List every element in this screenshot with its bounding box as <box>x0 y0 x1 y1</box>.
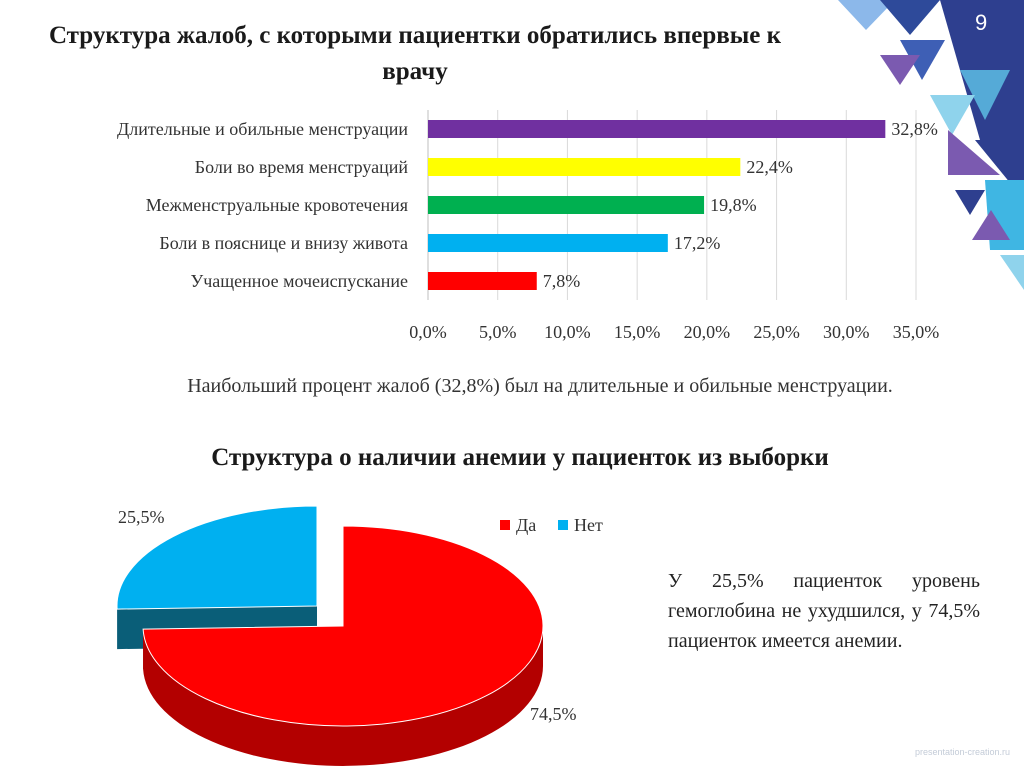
bar <box>428 196 705 214</box>
pie-slice-side <box>143 626 543 766</box>
legend-label: Да <box>516 515 536 535</box>
bar-value-label: 22,4% <box>746 157 793 177</box>
category-label: Учащенное мочеиспускание <box>190 271 408 291</box>
category-label: Межменструальные кровотечения <box>146 195 408 215</box>
deco-triangle <box>900 40 945 80</box>
bar <box>428 272 537 290</box>
anemia-note: У 25,5% пациенток уровень гемоглобина не… <box>668 570 980 652</box>
deco-triangle <box>955 190 985 215</box>
deco-triangle <box>960 70 1010 120</box>
x-tick-label: 10,0% <box>544 322 591 342</box>
bar <box>428 158 741 176</box>
decorative-triangles <box>838 0 1024 290</box>
slide-number: 9 <box>975 10 988 35</box>
legend-swatch <box>558 520 568 530</box>
pie-value-label: 25,5% <box>118 507 165 527</box>
bar-value-label: 19,8% <box>710 195 757 215</box>
complaints-note: Наибольший процент жалоб (32,8%) был на … <box>187 375 893 397</box>
bar <box>428 120 886 138</box>
deco-triangle <box>880 55 920 85</box>
bar-value-label: 17,2% <box>674 233 721 253</box>
pie-chart-title: Структура о наличии анемии у пациенток и… <box>211 444 829 471</box>
bar-value-label: 7,8% <box>543 271 581 291</box>
x-tick-label: 35,0% <box>893 322 940 342</box>
bar-value-label: 32,8% <box>891 119 938 139</box>
x-tick-label: 0,0% <box>409 322 447 342</box>
category-label: Боли в пояснице и внизу живота <box>159 233 408 253</box>
pie-value-label: 74,5% <box>530 704 577 724</box>
x-tick-label: 20,0% <box>684 322 731 342</box>
deco-triangle <box>1000 255 1024 290</box>
x-tick-label: 5,0% <box>479 322 517 342</box>
x-tick-label: 25,0% <box>753 322 800 342</box>
pie-slice-da <box>142 525 544 727</box>
pie-slice-net <box>116 505 318 610</box>
bar-chart-title: Структура жалоб, с которыми пациентки об… <box>48 22 782 85</box>
category-label: Длительные и обильные менструации <box>117 119 408 139</box>
watermark: presentation-creation.ru <box>914 747 1010 757</box>
x-tick-label: 30,0% <box>823 322 870 342</box>
deco-triangle <box>880 0 940 35</box>
legend-swatch <box>500 520 510 530</box>
category-label: Боли во время менструаций <box>195 157 409 177</box>
deco-triangle <box>838 0 895 30</box>
x-tick-label: 15,0% <box>614 322 661 342</box>
complaints-bar-chart: 0,0% 5,0% 10,0% 15,0% 20,0% 25,0% 30,0% 35,0% Дл… <box>117 110 940 342</box>
legend-label: Нет <box>574 515 603 535</box>
bar <box>428 234 668 252</box>
deco-triangle <box>948 130 1000 175</box>
deco-triangle <box>930 95 975 135</box>
deco-triangle <box>972 210 1010 240</box>
